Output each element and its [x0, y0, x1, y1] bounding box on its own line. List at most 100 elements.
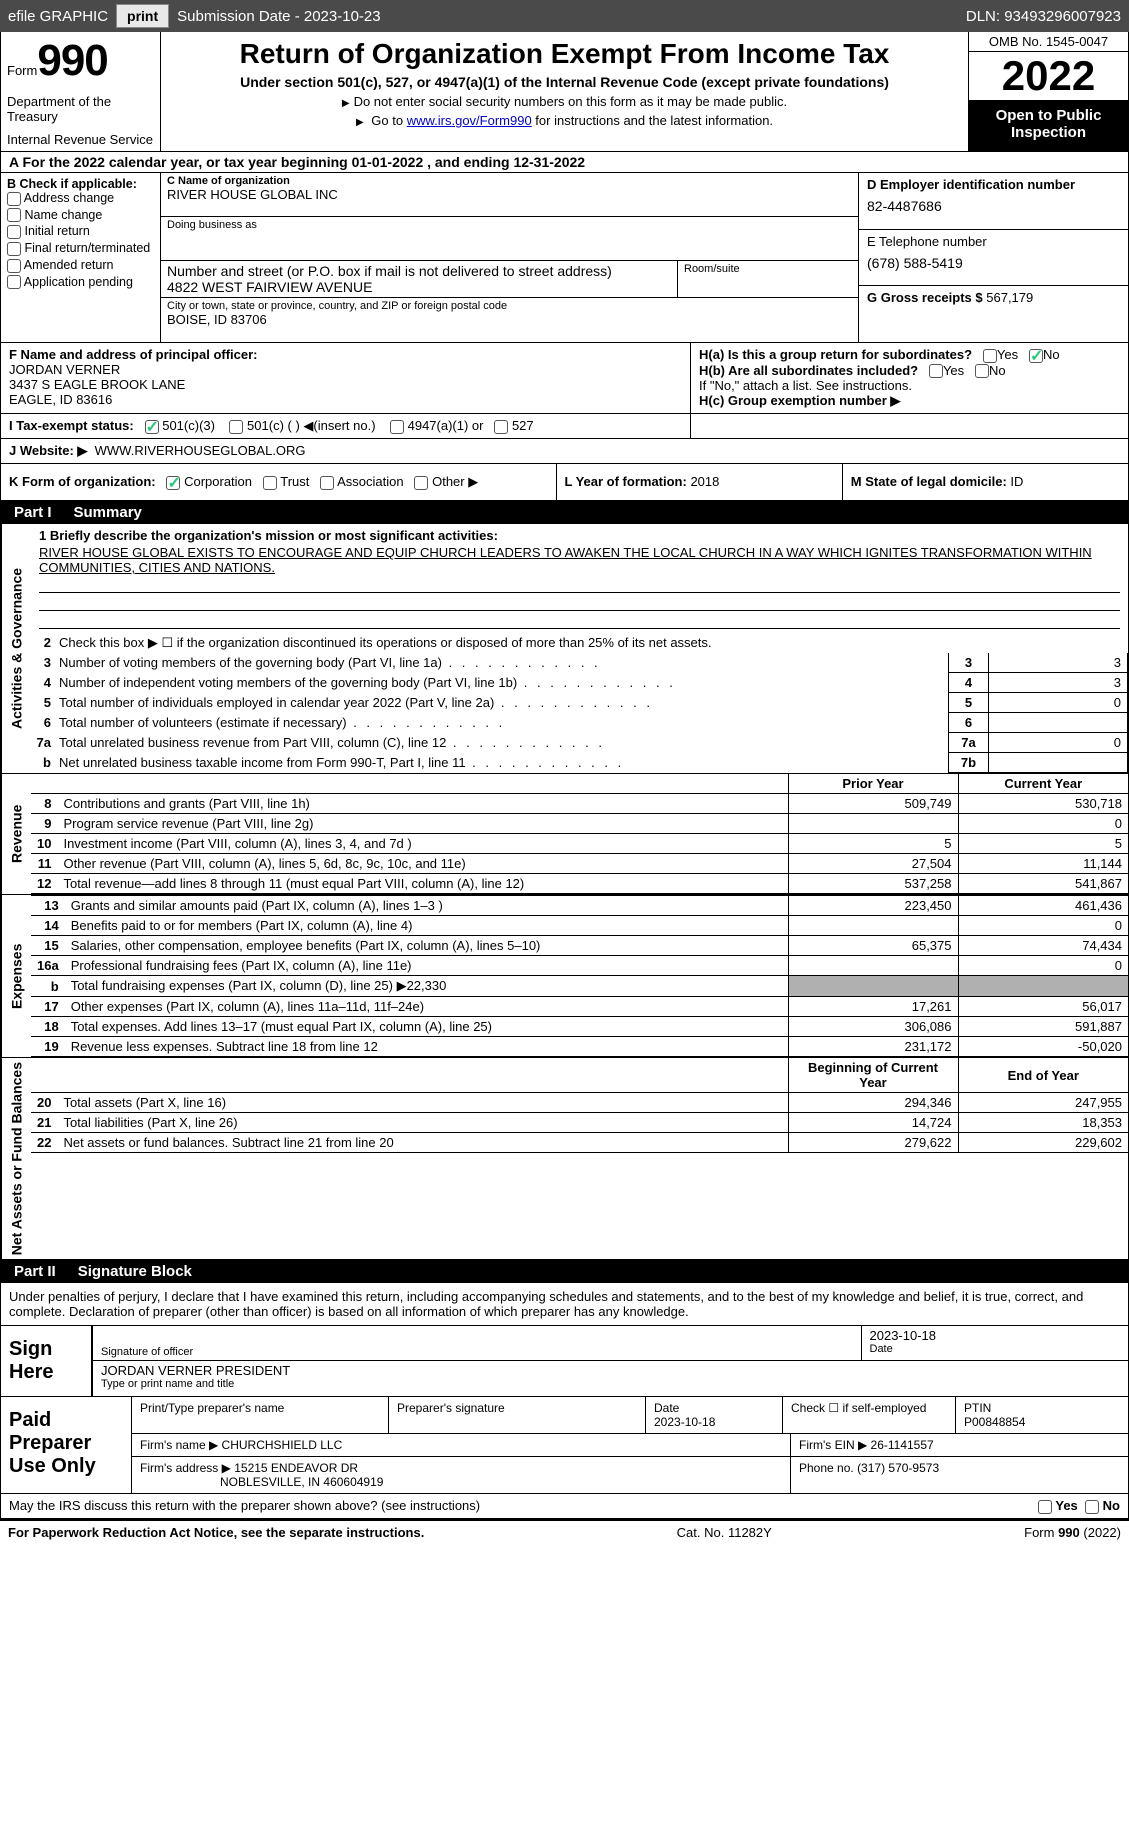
part1-title: Summary [74, 504, 142, 521]
line-11: 11Other revenue (Part VIII, column (A), … [31, 854, 1128, 874]
col-b-checkboxes: B Check if applicable: Address change Na… [1, 173, 161, 342]
paid-line-3: Firm's address ▶ 15215 ENDEAVOR DR NOBLE… [132, 1457, 1128, 1493]
row-f-officer: F Name and address of principal officer:… [1, 343, 691, 413]
line-16b: bTotal fundraising expenses (Part IX, co… [31, 976, 1128, 997]
expenses-section: Expenses 13Grants and similar amounts pa… [1, 894, 1128, 1057]
room-suite: Room/suite [678, 261, 858, 297]
cb-final-return[interactable]: Final return/terminated [7, 241, 154, 256]
field-telephone: E Telephone number (678) 588-5419 [859, 230, 1128, 287]
note-link: Go to www.irs.gov/Form990 for instructio… [167, 113, 962, 128]
cb-app-pending[interactable]: Application pending [7, 275, 154, 290]
line-7b: bNet unrelated business taxable income f… [31, 753, 1128, 773]
cb-addr-change[interactable]: Address change [7, 191, 154, 206]
row-m-state: M State of legal domicile: ID [842, 464, 1128, 500]
cb-corp[interactable] [166, 476, 180, 490]
efile-label: efile GRAPHIC [8, 8, 108, 25]
cb-4947[interactable] [390, 420, 404, 434]
line-5: 5Total number of individuals employed in… [31, 693, 1128, 713]
hc-continued [691, 414, 1128, 438]
title-box: Return of Organization Exempt From Incom… [161, 32, 968, 151]
row-l-year: L Year of formation: 2018 [556, 464, 842, 500]
cb-irs-yes[interactable] [1038, 1500, 1052, 1514]
cb-amended[interactable]: Amended return [7, 258, 154, 273]
sign-fields: Signature of officer 2023-10-18Date JORD… [91, 1325, 1128, 1396]
field-dba: Doing business as [161, 217, 858, 261]
row-i: I Tax-exempt status: 501(c)(3) 501(c) ( … [0, 414, 1129, 439]
field-org-name: C Name of organization RIVER HOUSE GLOBA… [161, 173, 858, 217]
note-ssn: Do not enter social security numbers on … [167, 94, 962, 109]
cb-527[interactable] [494, 420, 508, 434]
expenses-table: 13Grants and similar amounts paid (Part … [31, 895, 1128, 1057]
col-b-title: B Check if applicable: [7, 177, 154, 191]
mission-text: RIVER HOUSE GLOBAL EXISTS TO ENCOURAGE A… [39, 545, 1120, 575]
line-6: 6Total number of volunteers (estimate if… [31, 713, 1128, 733]
submission-date: Submission Date - 2023-10-23 [177, 8, 380, 25]
irs-discuss-q: May the IRS discuss this return with the… [9, 1498, 1038, 1514]
paid-line-2: Firm's name ▶ CHURCHSHIELD LLC Firm's EI… [132, 1434, 1128, 1457]
paid-fields: Print/Type preparer's name Preparer's si… [131, 1397, 1128, 1493]
row-fh: F Name and address of principal officer:… [0, 343, 1129, 414]
pra-notice: For Paperwork Reduction Act Notice, see … [8, 1525, 424, 1540]
sign-here-label: Sign Here [1, 1325, 91, 1396]
cb-hb-yes[interactable] [929, 364, 943, 378]
mission-blank3 [39, 611, 1120, 629]
line-3: 3Number of voting members of the governi… [31, 653, 1128, 673]
cb-irs-no[interactable] [1085, 1500, 1099, 1514]
tax-exempt-status: I Tax-exempt status: 501(c)(3) 501(c) ( … [1, 414, 691, 438]
row-a-tax-year: A For the 2022 calendar year, or tax yea… [0, 152, 1129, 173]
part2-header: Part II Signature Block [0, 1260, 1129, 1283]
open-public-badge: Open to Public Inspection [969, 101, 1128, 151]
form-number: 990 [37, 36, 107, 85]
line-17: 17Other expenses (Part IX, column (A), l… [31, 997, 1128, 1017]
cb-hb-no[interactable] [975, 364, 989, 378]
sig-line-1: Signature of officer 2023-10-18Date [93, 1326, 1128, 1361]
col-d-right: D Employer identification number 82-4487… [858, 173, 1128, 342]
line-13: 13Grants and similar amounts paid (Part … [31, 896, 1128, 916]
line-8: 8Contributions and grants (Part VIII, li… [31, 794, 1128, 814]
irs-link[interactable]: www.irs.gov/Form990 [407, 113, 532, 128]
line-2: 2Check this box ▶ ☐ if the organization … [31, 633, 1128, 653]
vert-expenses: Expenses [1, 895, 31, 1057]
cb-ha-no[interactable] [1029, 349, 1043, 363]
cb-trust[interactable] [263, 476, 277, 490]
part2-label: Part II [8, 1263, 62, 1280]
form-footer: Form 990 (2022) [1024, 1525, 1121, 1540]
cb-other[interactable] [414, 476, 428, 490]
line-7a: 7aTotal unrelated business revenue from … [31, 733, 1128, 753]
row-k-form-org: K Form of organization: Corporation Trus… [1, 464, 556, 500]
print-button[interactable]: print [116, 4, 169, 28]
revenue-content: Prior YearCurrent Year 8Contributions an… [31, 774, 1128, 894]
note2-pre: Go to [371, 113, 406, 128]
cb-name-change[interactable]: Name change [7, 208, 154, 223]
mission-blank1 [39, 575, 1120, 593]
main-title: Return of Organization Exempt From Incom… [167, 38, 962, 70]
row-j-website: J Website: ▶ WWW.RIVERHOUSEGLOBAL.ORG [0, 439, 1129, 464]
right-stack: OMB No. 1545-0047 2022 Open to Public In… [968, 32, 1128, 151]
dln-label: DLN: 93493296007923 [966, 8, 1121, 25]
cb-ha-yes[interactable] [983, 349, 997, 363]
cb-assoc[interactable] [320, 476, 334, 490]
cb-501c3[interactable] [145, 420, 159, 434]
row-klm: K Form of organization: Corporation Trus… [0, 464, 1129, 501]
line-4: 4Number of independent voting members of… [31, 673, 1128, 693]
irs-text: Internal Revenue Service [7, 132, 154, 147]
net-assets-section: Net Assets or Fund Balances Beginning of… [1, 1057, 1128, 1259]
paid-line-1: Print/Type preparer's name Preparer's si… [132, 1397, 1128, 1434]
line-21: 21Total liabilities (Part X, line 26)14,… [31, 1113, 1128, 1133]
line-12: 12Total revenue—add lines 8 through 11 (… [31, 874, 1128, 894]
sig-line-2: JORDAN VERNER PRESIDENTType or print nam… [93, 1361, 1128, 1392]
net-content: Beginning of Current YearEnd of Year 20T… [31, 1058, 1128, 1259]
activities-governance: Activities & Governance 1 Briefly descri… [1, 524, 1128, 773]
line-9: 9Program service revenue (Part VIII, lin… [31, 814, 1128, 834]
dept-treasury: Department of the Treasury [7, 94, 154, 124]
footer: For Paperwork Reduction Act Notice, see … [0, 1519, 1129, 1544]
summary-section: Activities & Governance 1 Briefly descri… [0, 524, 1129, 1260]
form-id-box: Form990 Department of the Treasury Inter… [1, 32, 161, 151]
cb-initial-return[interactable]: Initial return [7, 224, 154, 239]
subtitle: Under section 501(c), 527, or 4947(a)(1)… [167, 74, 962, 90]
line-10: 10Investment income (Part VIII, column (… [31, 834, 1128, 854]
cb-501c[interactable] [229, 420, 243, 434]
omb-number: OMB No. 1545-0047 [969, 32, 1128, 52]
top-bar: efile GRAPHIC print Submission Date - 20… [0, 0, 1129, 32]
part1-label: Part I [8, 504, 58, 521]
